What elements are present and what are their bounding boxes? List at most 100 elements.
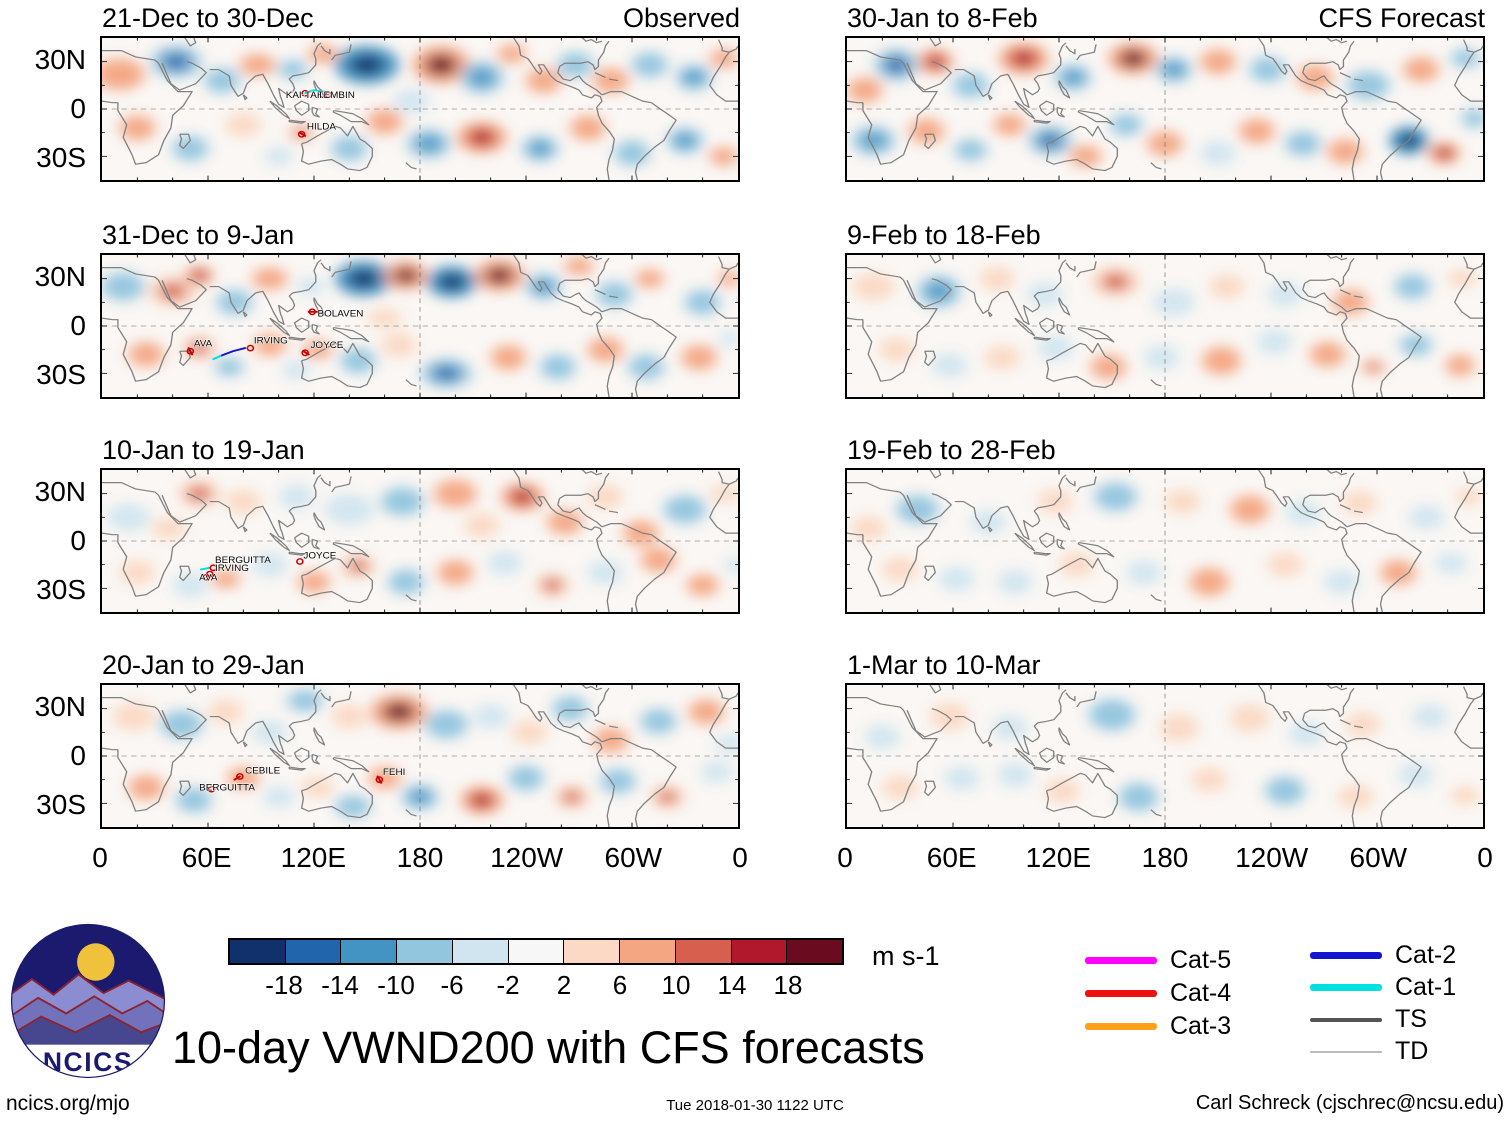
ncics-logo: NCICS	[10, 923, 166, 1079]
y-axis-label: 30N	[34, 44, 86, 76]
legend-item: Cat-2	[1310, 941, 1456, 970]
storm-label: JOYCE	[303, 551, 336, 560]
anomaly-field	[102, 256, 738, 388]
x-axis-label: 60W	[604, 842, 663, 873]
storm-marker-icon	[236, 773, 244, 780]
axis-ticks	[102, 38, 738, 180]
x-axis-label: 120E	[1025, 842, 1092, 873]
storm-track: TEMBIN	[317, 90, 355, 100]
legend-label: Cat-5	[1170, 946, 1232, 974]
colorbar-tick-label: 18	[773, 970, 803, 1000]
x-axis-label: 180	[1141, 842, 1189, 873]
y-axis-label: 0	[70, 740, 86, 771]
x-axis-label: 0	[837, 842, 853, 873]
map-svg	[847, 255, 1483, 397]
coastlines	[102, 470, 738, 612]
x-axis-label: 0	[732, 842, 748, 873]
storm-track: JOYCE	[296, 550, 337, 565]
legend-label: TS	[1395, 1005, 1427, 1033]
storm-marker-icon	[324, 91, 332, 99]
storm-label: AVA	[199, 573, 218, 582]
colorbar-segment	[230, 940, 285, 963]
panel-title: 19-Feb to 28-Feb	[847, 435, 1056, 465]
y-axis-label: 30N	[34, 691, 86, 723]
map-panel: 19-Feb to 28-Feb	[845, 435, 1485, 617]
colorbar-segment	[786, 940, 843, 963]
coastlines	[847, 685, 1483, 827]
storm-label: AVA	[194, 339, 213, 348]
map-svg: CEBILE BERGUITTA FEHI	[102, 685, 738, 827]
figure-title: 10-day VWND200 with CFS forecasts	[172, 1022, 925, 1073]
colorbar-units: m s-1	[872, 941, 940, 971]
legend-item: Cat-3	[1085, 1012, 1231, 1041]
legend-item: Cat-1	[1310, 973, 1456, 1002]
map-plot: CEBILE BERGUITTA FEHI	[100, 683, 740, 829]
storm-track: BOLAVEN	[307, 308, 364, 319]
storm-track: AVA	[199, 572, 219, 582]
map-panel: 21-Dec to 30-Dec Observed KAI-TAK TEMBIN H…	[35, 3, 740, 185]
colorbar-segment	[507, 940, 564, 963]
legend-item: TD	[1310, 1037, 1428, 1066]
map-svg	[847, 38, 1483, 180]
y-axis-label: 30S	[36, 141, 86, 173]
colorbar-tick-label: -18	[265, 970, 303, 1000]
colorbar-segment	[674, 940, 731, 963]
legend-item: Cat-5	[1085, 946, 1231, 975]
legend-line-sample	[1310, 952, 1382, 959]
anomaly-field	[112, 689, 738, 818]
map-panel: 30-Jan to 8-Feb CFS Forecast	[845, 3, 1485, 185]
colorbar-segment	[619, 940, 675, 963]
storm-label: BOLAVEN	[318, 309, 364, 318]
legend-label: TD	[1395, 1037, 1429, 1065]
storm-marker-icon	[297, 130, 306, 138]
y-axis-label: 30N	[34, 261, 86, 293]
map-plot	[845, 253, 1485, 399]
x-axis-label: 120W	[490, 842, 564, 873]
colorbar-tick-label: 14	[717, 970, 747, 1000]
footer-url: ncics.org/mjo	[6, 1092, 130, 1115]
storm-track: BERGUITTA	[199, 555, 272, 572]
coastlines	[847, 470, 1483, 612]
map-panel: 20-Jan to 29-Jan CEBILE BERGUITTA FEHI 30N…	[35, 650, 740, 832]
x-axis-label: 120E	[280, 842, 347, 873]
x-axis-label: 60E	[181, 842, 232, 873]
panel-title: 10-Jan to 19-Jan	[102, 435, 305, 465]
axis-ticks	[847, 38, 1483, 180]
colorbar-tick-label: -14	[321, 970, 359, 1000]
map-plot	[845, 36, 1485, 182]
x-axis-label: 120W	[1235, 842, 1309, 873]
axis-ticks	[847, 685, 1483, 827]
storm-marker-icon	[246, 344, 255, 352]
ncics-logo-text: NCICS	[43, 1047, 133, 1077]
coastlines	[847, 38, 1483, 180]
logo-sun-icon	[77, 943, 115, 981]
x-axis-label: 60E	[926, 842, 977, 873]
panel-title: 21-Dec to 30-Dec	[102, 3, 314, 33]
storm-label: JOYCE	[310, 341, 343, 350]
legend-line-sample	[1310, 1050, 1382, 1053]
axis-ticks	[102, 470, 738, 612]
storm-marker-icon	[375, 776, 384, 784]
storm-marker-icon	[207, 785, 216, 793]
legend-line-sample	[1085, 1023, 1157, 1030]
map-panel: 31-Dec to 9-Jan BOLAVEN AVA IRVING JOYCE 30…	[35, 220, 740, 402]
storm-label: CEBILE	[245, 766, 280, 775]
y-axis-label: 0	[70, 525, 86, 556]
map-plot	[845, 468, 1485, 614]
x-axis-label: 60W	[1349, 842, 1408, 873]
storm-label: TEMBIN	[318, 90, 355, 99]
colorbar-segment	[396, 940, 452, 963]
storm-marker-icon	[301, 89, 309, 97]
colorbar	[228, 938, 844, 965]
y-axis-label: 0	[70, 310, 86, 341]
storm-label: IRVING	[215, 563, 249, 572]
panel-corner-label: CFS Forecast	[1318, 3, 1485, 33]
footer-credit: Carl Schreck (cjschrec@ncsu.edu)	[1195, 1092, 1504, 1114]
anomaly-field	[852, 266, 1476, 380]
colorbar-segment	[284, 940, 341, 963]
storm-track: IRVING	[212, 335, 288, 361]
legend-line-sample	[1310, 1017, 1382, 1022]
coastlines	[102, 38, 738, 180]
storm-marker-icon	[308, 308, 317, 316]
